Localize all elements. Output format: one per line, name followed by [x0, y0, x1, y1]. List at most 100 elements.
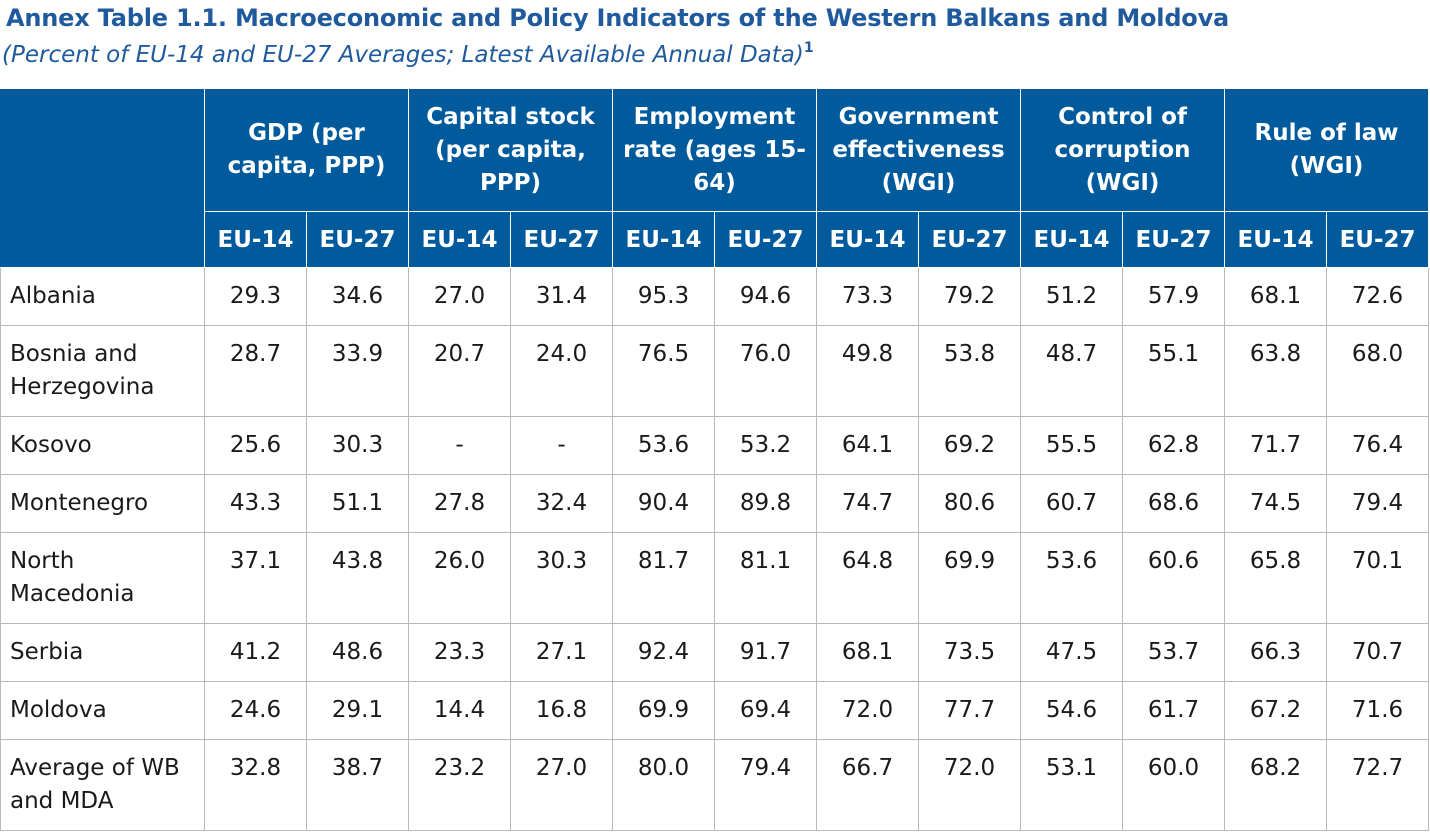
- value-cell: 95.3: [612, 267, 716, 326]
- value-cell: 27.0: [408, 267, 512, 326]
- value-cell: 32.8: [204, 739, 307, 831]
- value-cell: 60.7: [1020, 474, 1124, 533]
- value-cell: 72.7: [1326, 739, 1430, 831]
- value-cell: 79.2: [918, 267, 1022, 326]
- value-cell: 31.4: [510, 267, 614, 326]
- country-cell: Albania: [0, 267, 205, 326]
- value-cell: 38.7: [305, 739, 410, 831]
- value-cell: 32.4: [510, 474, 614, 533]
- value-cell: 47.5: [1020, 623, 1124, 682]
- value-cell: 23.3: [408, 623, 512, 682]
- value-cell: 64.1: [816, 416, 920, 475]
- value-cell: 89.8: [714, 474, 818, 533]
- value-cell: 70.7: [1326, 623, 1430, 682]
- value-cell: 66.3: [1224, 623, 1328, 682]
- value-cell: 48.7: [1020, 325, 1124, 417]
- sub-header: EU-14: [408, 211, 512, 268]
- value-cell: 69.4: [714, 681, 818, 740]
- sub-header: EU-14: [816, 211, 920, 268]
- value-cell: 67.2: [1224, 681, 1328, 740]
- value-cell: 53.8: [918, 325, 1022, 417]
- table-row: Kosovo 25.6 30.3- -53.6 53.2 64.1 69.2 55.5 62.8…: [0, 416, 1430, 475]
- group-header-rule-of-law: Rule of law (WGI): [1224, 88, 1430, 212]
- country-cell: Moldova: [0, 681, 205, 740]
- value-cell: 68.1: [816, 623, 920, 682]
- country-cell: Bosnia and Herzegovina: [0, 325, 205, 417]
- value-cell: 74.5: [1224, 474, 1328, 533]
- footnote-marker: 1: [803, 40, 814, 56]
- indicators-table: GDP (per capita, PPP) Capital stock (per…: [0, 88, 1430, 831]
- value-cell: 62.8: [1122, 416, 1226, 475]
- value-cell: 68.0: [1326, 325, 1430, 417]
- value-cell: 68.1: [1224, 267, 1328, 326]
- value-cell: 81.7: [612, 532, 716, 624]
- table-row: Serbia 41.2 48.6 23.3 27.1 92.4 91.7 68.1 73.5 47…: [0, 623, 1430, 682]
- value-cell: 43.3: [204, 474, 307, 533]
- value-cell: 76.4: [1326, 416, 1430, 475]
- value-cell: -: [408, 416, 512, 475]
- value-cell: 73.3: [816, 267, 920, 326]
- group-header-government-effectiveness: Government effectiveness (WGI): [816, 88, 1022, 212]
- table-row: Moldova 24.6 29.1 14.4 16.8 69.9 69.4 72.0 77.7 5…: [0, 681, 1430, 740]
- value-cell: 43.8: [305, 532, 410, 624]
- value-cell: 70.1: [1326, 532, 1430, 624]
- country-cell: Kosovo: [0, 416, 205, 475]
- value-cell: 53.6: [612, 416, 716, 475]
- value-cell: 29.3: [204, 267, 307, 326]
- value-cell: 27.0: [510, 739, 614, 831]
- value-cell: 33.9: [305, 325, 410, 417]
- value-cell: 25.6: [204, 416, 307, 475]
- value-cell: 63.8: [1224, 325, 1328, 417]
- value-cell: 69.2: [918, 416, 1022, 475]
- sub-header: EU-27: [510, 211, 614, 268]
- value-cell: 74.7: [816, 474, 920, 533]
- value-cell: 61.7: [1122, 681, 1226, 740]
- country-cell: Montenegro: [0, 474, 205, 533]
- value-cell: 28.7: [204, 325, 307, 417]
- table-row: North Macedonia 37.1 43.8 26.0 30.3 81.7 81.1 6…: [0, 532, 1430, 624]
- sub-header: EU-14: [1020, 211, 1124, 268]
- sub-header: EU-14: [204, 211, 307, 268]
- table-row: Average of WB and MDA 32.8 38.7 23.2 27.0 80.…: [0, 739, 1430, 831]
- value-cell: 53.7: [1122, 623, 1226, 682]
- value-cell: 37.1: [204, 532, 307, 624]
- value-cell: 26.0: [408, 532, 512, 624]
- value-cell: 20.7: [408, 325, 512, 417]
- value-cell: 57.9: [1122, 267, 1226, 326]
- value-cell: 53.2: [714, 416, 818, 475]
- value-cell: 24.6: [204, 681, 307, 740]
- value-cell: 68.2: [1224, 739, 1328, 831]
- sub-header: EU-27: [1122, 211, 1226, 268]
- value-cell: 92.4: [612, 623, 716, 682]
- value-cell: 51.1: [305, 474, 410, 533]
- value-cell: 48.6: [305, 623, 410, 682]
- group-header-gdp: GDP (per capita, PPP): [203, 88, 410, 212]
- value-cell: 27.8: [408, 474, 512, 533]
- sub-header: EU-14: [612, 211, 716, 268]
- sub-header: EU-27: [1326, 211, 1430, 268]
- value-cell: 72.6: [1326, 267, 1430, 326]
- group-header-employment: Employment rate (ages 15-64): [612, 88, 818, 212]
- value-cell: 53.1: [1020, 739, 1124, 831]
- table-row: Albania 29.3 34.6 27.0 31.4 95.3 94.6 73.3 79.2 5…: [0, 267, 1430, 326]
- value-cell: 77.7: [918, 681, 1022, 740]
- value-cell: 24.0: [510, 325, 614, 417]
- value-cell: 30.3: [305, 416, 410, 475]
- value-cell: 65.8: [1224, 532, 1328, 624]
- value-cell: 79.4: [714, 739, 818, 831]
- country-cell: Serbia: [0, 623, 205, 682]
- value-cell: 71.7: [1224, 416, 1328, 475]
- value-cell: 91.7: [714, 623, 818, 682]
- value-cell: 94.6: [714, 267, 818, 326]
- table-title: Annex Table 1.1. Macroeconomic and Polic…: [6, 4, 1230, 32]
- value-cell: 76.5: [612, 325, 716, 417]
- value-cell: 81.1: [714, 532, 818, 624]
- value-cell: 68.6: [1122, 474, 1226, 533]
- sub-header: EU-27: [714, 211, 818, 268]
- value-cell: 54.6: [1020, 681, 1124, 740]
- value-cell: 71.6: [1326, 681, 1430, 740]
- value-cell: 34.6: [305, 267, 410, 326]
- value-cell: 69.9: [612, 681, 716, 740]
- value-cell: 73.5: [918, 623, 1022, 682]
- table-body: Albania 29.3 34.6 27.0 31.4 95.3 94.6 73.3 79.2 5…: [0, 267, 1430, 831]
